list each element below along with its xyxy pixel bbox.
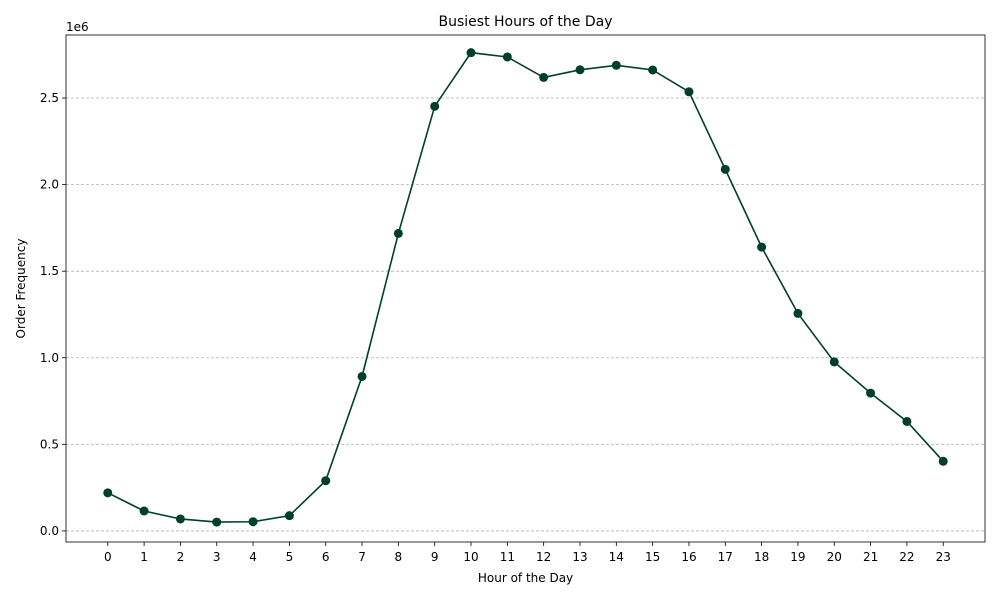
x-axis-label: Hour of the Day: [478, 571, 573, 585]
x-tick-label: 16: [681, 550, 696, 564]
x-tick-label: 8: [395, 550, 403, 564]
y-axis-label: Order Frequency: [14, 239, 28, 339]
x-tick-label: 11: [500, 550, 515, 564]
data-point: [757, 242, 767, 252]
y-tick-label: 0.0: [40, 524, 59, 538]
data-point: [466, 48, 476, 58]
x-tick-label: 0: [104, 550, 112, 564]
x-tick-label: 22: [899, 550, 914, 564]
x-axis-ticks: 0 1 2 3 4 5 6 7 8 9 10 11 12 13 14 15 16 17 18 19 20 21 22 23: [104, 542, 951, 564]
data-point: [938, 456, 948, 466]
data-point: [793, 308, 803, 318]
data-point: [720, 164, 730, 174]
chart-title: Busiest Hours of the Day: [439, 14, 613, 30]
y-tick-label: 1.0: [40, 351, 59, 365]
x-tick-label: 13: [572, 550, 587, 564]
data-point: [357, 371, 367, 381]
data-point: [539, 72, 549, 82]
x-tick-label: 20: [827, 550, 842, 564]
x-tick-label: 7: [358, 550, 366, 564]
data-point: [430, 101, 440, 111]
data-point: [139, 506, 149, 516]
x-tick-label: 10: [463, 550, 478, 564]
data-point: [393, 228, 403, 238]
series-group: [103, 48, 948, 527]
y-tick-label: 2.0: [40, 178, 59, 192]
data-point: [902, 416, 912, 426]
x-tick-label: 18: [754, 550, 769, 564]
x-tick-label: 2: [177, 550, 185, 564]
x-tick-label: 9: [431, 550, 439, 564]
data-point: [212, 517, 222, 527]
x-tick-label: 17: [718, 550, 733, 564]
y-axis-ticks: 0.0 0.5 1.0 1.5 2.0 2.5: [40, 91, 66, 538]
data-point: [611, 60, 621, 70]
x-tick-label: 1: [140, 550, 148, 564]
data-point: [684, 87, 694, 97]
x-tick-label: 19: [790, 550, 805, 564]
series-line: [107, 51, 944, 523]
data-point: [648, 65, 658, 75]
data-point: [175, 514, 185, 524]
data-point: [575, 65, 585, 75]
y-axis-offset-label: 1e6: [66, 20, 89, 34]
x-tick-label: 14: [609, 550, 624, 564]
x-tick-label: 15: [645, 550, 660, 564]
data-point: [829, 357, 839, 367]
data-point: [502, 52, 512, 62]
x-tick-label: 23: [936, 550, 951, 564]
data-point: [103, 488, 113, 498]
data-point: [248, 517, 258, 527]
data-point: [866, 388, 876, 398]
y-tick-label: 2.5: [40, 91, 59, 105]
data-point: [321, 476, 331, 486]
x-tick-label: 21: [863, 550, 878, 564]
x-tick-label: 3: [213, 550, 221, 564]
data-point: [284, 511, 294, 521]
x-tick-label: 4: [249, 550, 257, 564]
x-tick-label: 12: [536, 550, 551, 564]
y-tick-label: 1.5: [40, 264, 59, 278]
plot-frame: [65, 34, 986, 543]
x-tick-label: 5: [286, 550, 294, 564]
y-tick-label: 0.5: [40, 437, 59, 451]
x-tick-label: 6: [322, 550, 330, 564]
